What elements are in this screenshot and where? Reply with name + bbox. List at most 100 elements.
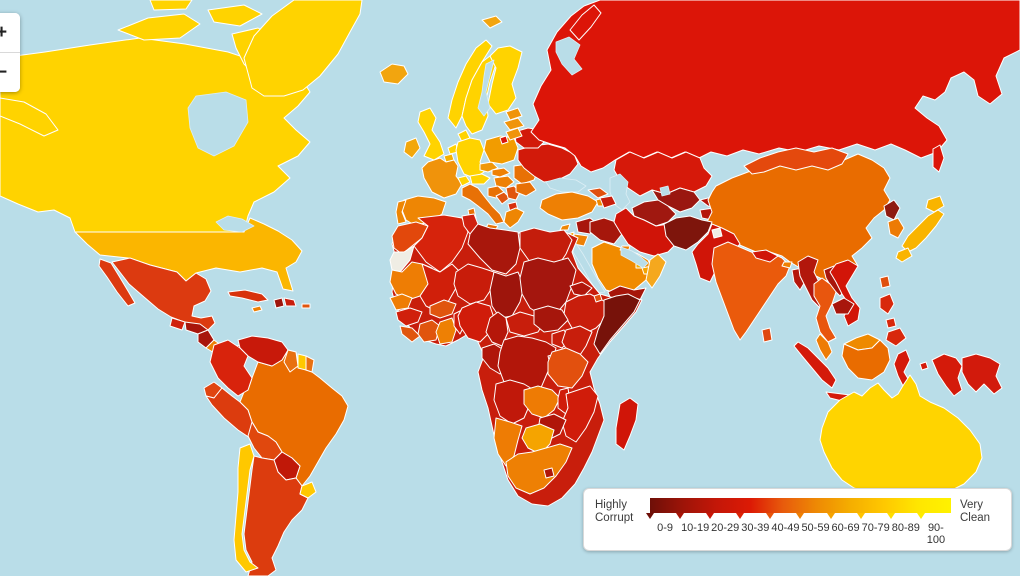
region-zambia[interactable] [523, 385, 561, 419]
region-mongolia[interactable] [743, 147, 849, 175]
region-south-sudan[interactable] [533, 305, 569, 333]
region-azerbaijan[interactable] [599, 195, 617, 209]
region-algeria[interactable] [413, 214, 469, 273]
region-chile[interactable] [233, 443, 259, 573]
region-sri-lanka[interactable] [761, 327, 773, 343]
region-sumatra[interactable] [793, 341, 837, 389]
region-mozambique[interactable] [561, 385, 599, 443]
region-japan-hokkaido[interactable] [925, 195, 945, 213]
region-mindanao[interactable] [885, 327, 907, 347]
region-maluku[interactable] [919, 361, 929, 371]
region-oman[interactable] [645, 253, 667, 289]
region-ivory-coast[interactable] [417, 319, 441, 343]
region-guinea[interactable] [395, 307, 423, 327]
region-russia[interactable] [530, 0, 1020, 173]
region-eritrea[interactable] [569, 281, 593, 297]
region-ukraine[interactable] [517, 143, 579, 183]
region-nepal[interactable] [751, 249, 779, 263]
region-suriname[interactable] [297, 353, 307, 371]
region-germany[interactable] [455, 137, 485, 179]
region-kaliningrad[interactable] [499, 135, 509, 145]
region-thailand[interactable] [813, 277, 837, 343]
region-papua-new-guinea[interactable] [961, 353, 1003, 395]
region-alaska-coast[interactable] [0, 97, 59, 137]
region-japan-kyushu[interactable] [895, 247, 913, 263]
region-taiwan[interactable] [879, 275, 891, 289]
region-libya[interactable] [467, 223, 521, 275]
region-bhutan[interactable] [781, 261, 793, 269]
region-namibia[interactable] [493, 417, 523, 467]
region-lesotho[interactable] [543, 467, 555, 479]
region-canada[interactable] [0, 37, 311, 233]
region-ghana[interactable] [435, 317, 457, 345]
region-georgia[interactable] [587, 187, 609, 199]
region-ireland[interactable] [403, 137, 421, 159]
legend-tick [706, 513, 740, 520]
region-slovakia[interactable] [491, 167, 511, 178]
region-uruguay[interactable] [299, 481, 317, 499]
region-svalbard[interactable] [481, 15, 503, 29]
region-iraq[interactable] [589, 217, 623, 245]
region-estonia[interactable] [505, 107, 523, 121]
region-portugal[interactable] [395, 199, 407, 225]
region-turkey[interactable] [539, 191, 599, 221]
region-dominican-republic[interactable] [283, 297, 297, 307]
region-kalimantan[interactable] [841, 339, 891, 381]
region-north-korea[interactable] [883, 199, 901, 221]
region-visayas[interactable] [885, 317, 897, 329]
region-mexico-baja[interactable] [98, 258, 136, 307]
region-iceland[interactable] [379, 63, 409, 85]
region-cambodia[interactable] [831, 297, 855, 315]
region-puerto-rico[interactable] [301, 303, 311, 309]
region-west-papua[interactable] [931, 353, 963, 397]
region-mexico[interactable] [111, 257, 216, 332]
region-jamaica[interactable] [251, 305, 263, 313]
region-sakhalin[interactable] [932, 144, 945, 173]
region-greenland[interactable] [243, 0, 363, 97]
region-arctic-island-3[interactable] [149, 0, 193, 11]
zoom-out-button[interactable]: − [0, 53, 20, 92]
zoom-in-button[interactable]: + [0, 13, 20, 52]
legend-range-label: 20-29 [711, 522, 740, 534]
region-south-africa[interactable] [505, 443, 573, 495]
region-south-korea[interactable] [887, 217, 905, 239]
region-argentina[interactable] [243, 455, 309, 576]
region-arctic-island-1[interactable] [117, 13, 201, 41]
region-madagascar[interactable] [615, 397, 639, 451]
region-novaya-zemlya[interactable] [569, 4, 602, 41]
region-nigeria[interactable] [457, 301, 495, 343]
region-luzon[interactable] [879, 293, 895, 315]
region-djibouti[interactable] [593, 293, 603, 303]
region-kashmir[interactable] [711, 227, 723, 239]
region-bulgaria[interactable] [515, 181, 537, 197]
region-uk[interactable] [417, 107, 445, 161]
region-chad[interactable] [489, 271, 525, 319]
region-niger[interactable] [453, 263, 495, 305]
region-morocco[interactable] [391, 221, 429, 255]
region-switzerland[interactable] [457, 175, 471, 187]
region-cameroon[interactable] [485, 311, 509, 347]
region-cuba[interactable] [227, 289, 269, 303]
region-arctic-island-2[interactable] [207, 4, 263, 27]
region-tanzania[interactable] [547, 347, 589, 389]
region-burkina-faso[interactable] [429, 299, 457, 319]
region-sierra-leone[interactable] [399, 325, 421, 343]
region-malaysia[interactable] [815, 333, 833, 361]
region-colombia[interactable] [209, 339, 253, 397]
region-egypt[interactable] [519, 227, 573, 269]
region-haiti[interactable] [273, 297, 285, 309]
region-afghanistan[interactable] [663, 215, 713, 251]
region-guyana[interactable] [283, 349, 299, 373]
region-hungary[interactable] [493, 175, 515, 189]
region-vietnam[interactable] [829, 259, 861, 327]
region-cyprus[interactable] [559, 223, 571, 231]
region-austria[interactable] [469, 173, 491, 185]
legend: Highly Corrupt 0-9 10-19 20-29 30-39 40-49 50… [583, 488, 1012, 551]
region-french-guiana[interactable] [305, 355, 315, 373]
region-western-sahara[interactable] [389, 245, 415, 273]
region-finland[interactable] [487, 45, 523, 115]
region-greece[interactable] [503, 207, 525, 229]
region-senegal[interactable] [389, 293, 413, 311]
region-guatemala[interactable] [169, 317, 186, 331]
region-somalia[interactable] [593, 293, 641, 355]
